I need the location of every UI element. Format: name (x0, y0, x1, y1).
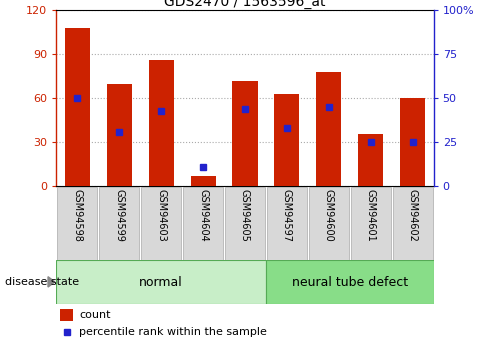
Bar (56, 260, 266, 304)
Text: percentile rank within the sample: percentile rank within the sample (79, 327, 267, 337)
Text: GSM94604: GSM94604 (198, 188, 208, 241)
Bar (316, 72, 342, 186)
Bar (107, 84, 132, 186)
Bar (309, 187, 349, 260)
Text: normal: normal (139, 276, 183, 288)
Bar (183, 187, 223, 260)
Bar (267, 187, 307, 260)
Polygon shape (48, 277, 55, 287)
Text: GSM94598: GSM94598 (73, 188, 82, 241)
Text: disease state: disease state (5, 277, 79, 287)
Text: GSM94602: GSM94602 (408, 188, 417, 241)
Bar (141, 187, 181, 260)
Text: GSM94605: GSM94605 (240, 188, 250, 241)
Bar (358, 134, 383, 186)
Bar (400, 98, 425, 186)
Title: GDS2470 / 1563596_at: GDS2470 / 1563596_at (164, 0, 326, 9)
Bar (191, 176, 216, 186)
Bar (225, 187, 265, 260)
Bar (351, 187, 391, 260)
Bar (266, 260, 434, 304)
Bar (232, 81, 258, 186)
Bar (148, 60, 174, 186)
Bar (65, 28, 90, 186)
Bar (274, 94, 299, 186)
Bar (60, 309, 74, 321)
Text: count: count (79, 310, 110, 320)
Text: GSM94603: GSM94603 (156, 188, 166, 241)
Text: GSM94597: GSM94597 (282, 188, 292, 241)
Bar (99, 187, 139, 260)
Bar (57, 187, 98, 260)
Text: GSM94601: GSM94601 (366, 188, 376, 241)
Text: GSM94600: GSM94600 (324, 188, 334, 241)
Bar (392, 187, 433, 260)
Text: neural tube defect: neural tube defect (292, 276, 408, 288)
Text: GSM94599: GSM94599 (114, 188, 124, 241)
